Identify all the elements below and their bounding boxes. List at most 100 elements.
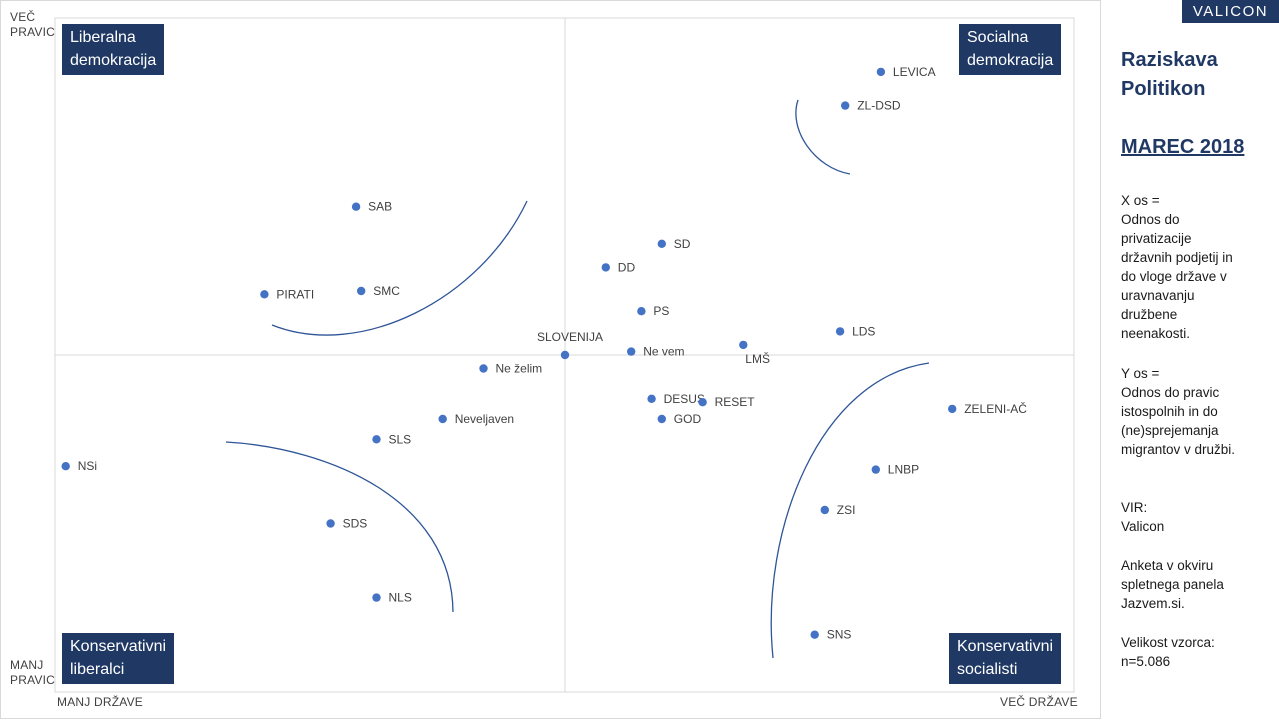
axis-label-line: MANJ [10, 658, 44, 672]
point-label-ps: PS [653, 304, 669, 318]
text-line: uravnavanju [1121, 288, 1195, 303]
point-pirati [260, 290, 269, 299]
text-line: n=5.086 [1121, 654, 1171, 669]
axis-label-less-state: MANJ DRŽAVE [57, 695, 143, 709]
text-line: neenakosti. [1121, 326, 1191, 341]
text-line: migrantov v družbi. [1121, 442, 1236, 457]
scatter-chart: LEVICA ZL-DSD SAB SD DD PIRATI SMC PS LDS LMŠ SLOV… [54, 17, 1075, 693]
point-lms [739, 340, 748, 350]
point-label-ne-vem: Ne vem [643, 345, 684, 359]
axis-label-line: PRAVIC [10, 673, 55, 687]
report-title-line: Politikon [1121, 78, 1206, 100]
point-smc [357, 286, 366, 296]
data-points: LEVICA ZL-DSD SAB SD DD PIRATI SMC PS LDS LMŠ SLOV… [61, 65, 1027, 642]
text-line: istospolnih in do [1121, 404, 1218, 419]
curve-top-left [271, 200, 528, 336]
y-axis-description: Y os = Odnos do pravic istospolnih in do… [1121, 364, 1271, 459]
point-ne-vem [627, 347, 636, 356]
text-line: Odnos do [1121, 212, 1180, 227]
point-lnbp [871, 465, 880, 474]
point-label-neveljaven: Neveljaven [455, 412, 514, 426]
point-label-zl-dsd: ZL-DSD [857, 99, 901, 113]
point-ne-zelim [479, 364, 488, 373]
cluster-curves [225, 99, 930, 659]
point-levica [876, 67, 886, 77]
point-label-pirati: PIRATI [276, 287, 314, 301]
point-label-nls: NLS [389, 591, 412, 605]
text-line: Odnos do pravic [1121, 385, 1220, 400]
quadrant-label-conservative-liberals: Konservativni liberalci [62, 633, 175, 684]
quadrant-label-conservative-socialists: Konservativni socialisti [949, 633, 1062, 684]
text-line: Y os = [1121, 366, 1160, 381]
point-label-slovenija: SLOVENIJA [537, 330, 603, 344]
chart-frame [0, 0, 1101, 719]
text-line: privatizacije [1121, 231, 1192, 246]
text-line: (ne)sprejemanja [1121, 423, 1219, 438]
point-slovenija [560, 350, 570, 360]
point-nls [372, 593, 381, 602]
quadrant-label-line: demokracija [70, 52, 157, 69]
point-label-sns: SNS [827, 628, 852, 642]
point-desus [647, 394, 656, 403]
point-sd [657, 239, 666, 248]
text-line: Velikost vzorca: [1121, 635, 1215, 650]
point-reset [698, 398, 707, 407]
source: VIR: Valicon [1121, 498, 1271, 536]
quadrant-label-line: demokracija [967, 52, 1054, 69]
point-label-nsi: NSi [78, 459, 97, 473]
point-dd [601, 263, 610, 272]
text-line: spletnega panela [1121, 577, 1224, 592]
point-label-sls: SLS [389, 432, 412, 446]
point-god [657, 414, 666, 424]
point-sds [326, 519, 335, 528]
point-zeleni-ac [948, 404, 957, 414]
point-zsi [820, 505, 829, 515]
point-label-zeleni-ac: ZELENI-AČ [964, 401, 1027, 416]
point-label-dd: DD [618, 260, 636, 274]
report-title-line: Raziskava [1121, 49, 1218, 71]
text-line: Valicon [1121, 519, 1165, 534]
text-line: Jazvem.si. [1121, 596, 1185, 611]
curve-bottom-right [770, 362, 930, 659]
x-axis-description: X os = Odnos do privatizacije državnih p… [1121, 191, 1271, 343]
report-date: MAREC 2018 [1121, 136, 1245, 158]
quadrant-label-line: liberalci [70, 661, 125, 678]
point-nsi [61, 462, 70, 471]
sample-size: Velikost vzorca: n=5.086 [1121, 633, 1271, 671]
text-line: državnih podjetij in [1121, 250, 1233, 265]
axis-label-more-rights: VEČ PRAVIC [10, 10, 55, 40]
text-line: do vloge države v [1121, 269, 1227, 284]
point-label-sd: SD [674, 237, 691, 251]
text-line: Anketa v okviru [1121, 558, 1214, 573]
point-zl-dsd [841, 101, 850, 110]
point-label-god: GOD [674, 412, 702, 426]
axis-label-line: VEČ [10, 10, 36, 24]
point-label-zsi: ZSI [837, 503, 856, 517]
point-label-ne-zelim: Ne želim [496, 362, 543, 376]
point-sns [810, 630, 819, 639]
quadrant-label-line: socialisti [957, 661, 1018, 678]
point-label-sds: SDS [343, 517, 368, 531]
point-label-lds: LDS [852, 324, 875, 338]
point-label-smc: SMC [373, 284, 400, 298]
quadrant-label-line: Liberalna [70, 29, 136, 46]
quadrant-label-line: Konservativni [70, 638, 167, 655]
point-label-sab: SAB [368, 200, 392, 214]
point-label-levica: LEVICA [893, 65, 936, 79]
point-label-desus: DESUS [664, 392, 705, 406]
axis-label-more-state: VEČ DRŽAVE [1000, 695, 1078, 709]
axis-label-less-rights: MANJ PRAVIC [10, 658, 55, 688]
point-lds [835, 327, 845, 336]
text-line: VIR: [1121, 500, 1148, 515]
text-line: družbene [1121, 307, 1178, 322]
survey-note: Anketa v okviru spletnega panela Jazvem.… [1121, 556, 1271, 613]
quadrant-label-line: Socialna [967, 29, 1029, 46]
point-sls [372, 435, 381, 444]
point-neveljaven [438, 414, 447, 424]
report-title: Raziskava Politikon [1121, 46, 1271, 104]
text-line: X os = [1121, 193, 1160, 208]
point-label-reset: RESET [715, 395, 756, 409]
point-sab [351, 202, 361, 211]
quadrant-label-liberal-democracy: Liberalna demokracija [62, 24, 165, 75]
quadrant-label-line: Konservativni [957, 638, 1054, 655]
